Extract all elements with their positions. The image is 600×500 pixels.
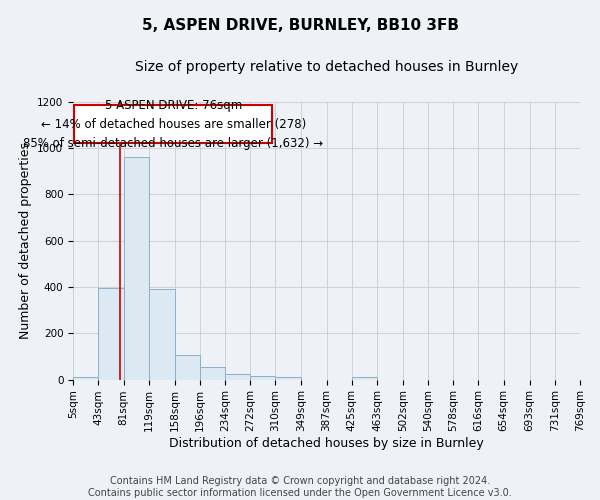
Text: 5, ASPEN DRIVE, BURNLEY, BB10 3FB: 5, ASPEN DRIVE, BURNLEY, BB10 3FB	[142, 18, 458, 32]
Bar	[250, 376, 275, 380]
Bar	[98, 288, 124, 380]
Bar	[200, 367, 225, 380]
Bar	[149, 289, 175, 380]
Bar	[74, 105, 272, 144]
Bar	[352, 378, 377, 380]
Bar	[124, 157, 149, 380]
Text: Contains HM Land Registry data © Crown copyright and database right 2024.
Contai: Contains HM Land Registry data © Crown c…	[88, 476, 512, 498]
Text: 5 ASPEN DRIVE: 76sqm
← 14% of detached houses are smaller (278)
85% of semi-deta: 5 ASPEN DRIVE: 76sqm ← 14% of detached h…	[23, 98, 323, 150]
Bar	[73, 378, 98, 380]
Y-axis label: Number of detached properties: Number of detached properties	[19, 142, 32, 339]
Bar	[275, 378, 301, 380]
Bar	[225, 374, 250, 380]
Bar	[175, 356, 200, 380]
Title: Size of property relative to detached houses in Burnley: Size of property relative to detached ho…	[135, 60, 518, 74]
X-axis label: Distribution of detached houses by size in Burnley: Distribution of detached houses by size …	[169, 437, 484, 450]
